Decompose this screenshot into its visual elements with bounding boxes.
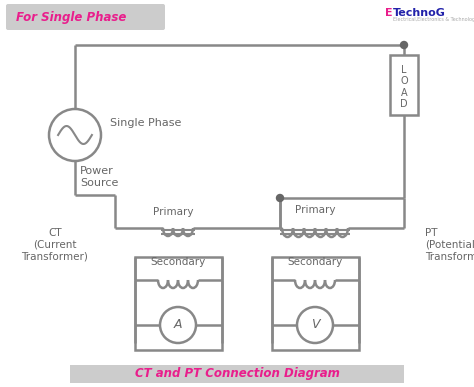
Text: Secondary: Secondary — [150, 257, 206, 267]
Text: L
O
A
D: L O A D — [400, 65, 408, 110]
Text: Electrical,Electronics & Technology: Electrical,Electronics & Technology — [393, 17, 474, 22]
Circle shape — [276, 195, 283, 202]
Text: For Single Phase: For Single Phase — [16, 10, 127, 24]
Circle shape — [297, 307, 333, 343]
Text: PT
(Potential
Transformer): PT (Potential Transformer) — [425, 228, 474, 261]
Text: Secondary: Secondary — [287, 257, 343, 267]
Bar — [135, 257, 222, 350]
Text: Primary: Primary — [153, 207, 193, 217]
Text: CT
(Current
Transformer): CT (Current Transformer) — [21, 228, 89, 261]
Text: Power
Source: Power Source — [80, 166, 118, 188]
Text: CT and PT Connection Diagram: CT and PT Connection Diagram — [135, 368, 339, 380]
Text: Primary: Primary — [295, 205, 335, 216]
Text: Single Phase: Single Phase — [110, 118, 182, 128]
FancyBboxPatch shape — [6, 4, 165, 30]
Circle shape — [49, 109, 101, 161]
Text: TechnoG: TechnoG — [393, 8, 446, 18]
Circle shape — [401, 41, 408, 48]
Bar — [272, 257, 359, 350]
Bar — [70, 365, 404, 383]
Bar — [390, 55, 418, 115]
Circle shape — [160, 307, 196, 343]
Text: A: A — [174, 319, 182, 332]
Text: V: V — [311, 319, 319, 332]
Text: E: E — [385, 8, 392, 18]
